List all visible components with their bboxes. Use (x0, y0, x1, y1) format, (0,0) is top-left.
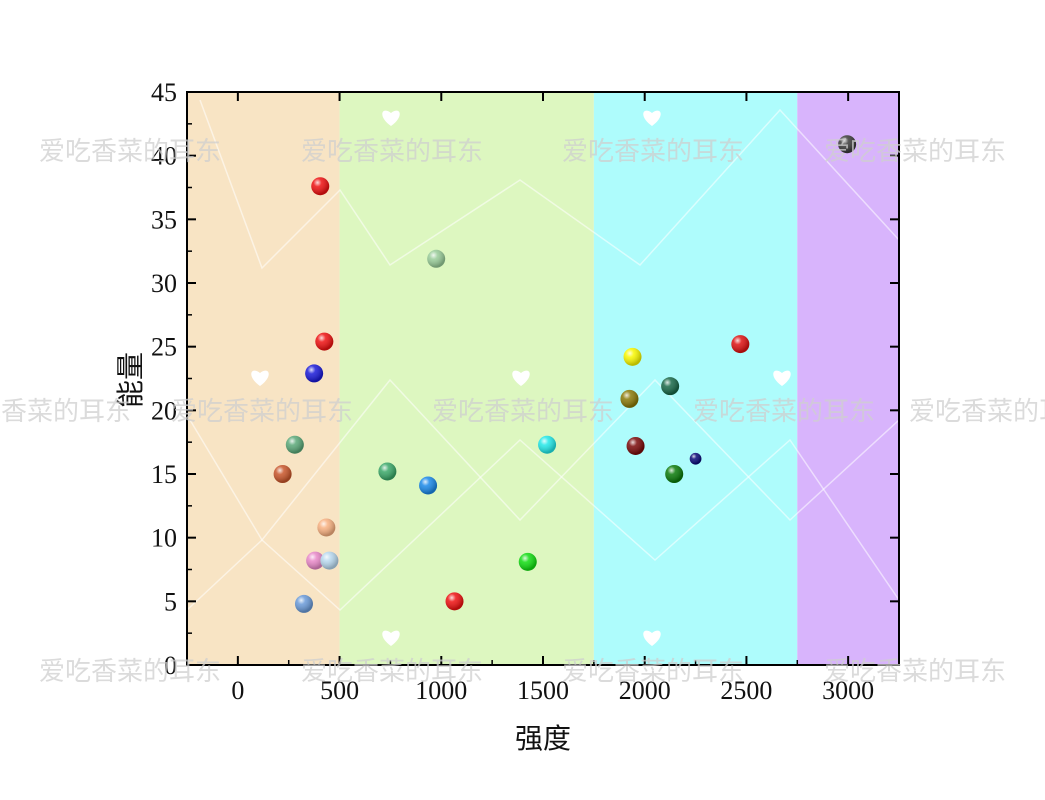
data-point-shine (419, 476, 438, 495)
x-tick-label: 500 (320, 676, 359, 705)
watermark-text: 爱吃香菜的耳东 (693, 397, 875, 427)
heart-icon (643, 630, 661, 646)
data-point-shine (273, 465, 292, 483)
decor-line-2 (186, 438, 900, 612)
x-tick-label: 2500 (720, 676, 772, 705)
watermark-text: 爱吃香菜的耳东 (301, 657, 483, 687)
x-tick-label: 1500 (517, 676, 569, 705)
y-tick-label: 35 (151, 205, 177, 234)
data-point (285, 435, 304, 454)
watermark-text: 爱吃香菜的耳东 (301, 137, 483, 167)
data-point (620, 389, 639, 408)
data-point-shine (838, 135, 857, 154)
data-point (315, 332, 334, 351)
y-tick-label: 25 (151, 333, 177, 362)
data-point (626, 436, 645, 455)
band-3 (797, 92, 899, 665)
data-point (518, 552, 537, 571)
heart-icon (512, 370, 530, 386)
data-point (445, 592, 464, 611)
watermark-text: 爱吃香菜的耳东 (39, 657, 221, 687)
watermark-text: 爱吃香菜的耳东 (824, 137, 1006, 167)
data-point (689, 452, 702, 465)
y-tick-label: 10 (151, 524, 177, 553)
data-point-shine (315, 332, 334, 351)
watermark-text: 爱吃香菜的耳东 (562, 657, 744, 687)
data-point-shine (285, 435, 304, 454)
decorations (186, 99, 900, 646)
x-axis-title: 强度 (515, 722, 571, 755)
y-tick-label: 45 (151, 78, 177, 107)
data-point-shine (661, 377, 680, 396)
data-point-shine (731, 335, 750, 354)
data-point-shine (311, 177, 330, 196)
data-point-shine (317, 518, 336, 537)
data-point (419, 476, 438, 495)
data-point-shine (294, 594, 313, 613)
heart-icon (382, 630, 400, 646)
data-point-shine (689, 452, 702, 465)
data-point-shine (305, 364, 324, 383)
y-tick-label: 15 (151, 460, 177, 489)
watermark-text: 爱吃香菜的耳东 (824, 657, 1006, 687)
y-tick-label: 0 (164, 651, 177, 680)
data-point-shine (665, 465, 684, 483)
data-point (305, 364, 324, 383)
data-point (273, 465, 292, 483)
data-point (623, 347, 642, 366)
data-points (273, 135, 857, 613)
data-point-shine (626, 436, 645, 455)
x-tick-label: 2000 (619, 676, 671, 705)
data-point (294, 594, 313, 613)
background-bands (187, 92, 899, 665)
band-1 (339, 92, 594, 665)
y-tick-label: 40 (151, 142, 177, 171)
watermark-text: 爱吃香菜的耳东 (432, 397, 614, 427)
heart-icon (773, 370, 791, 386)
data-point-shine (427, 249, 446, 268)
data-point-shine (320, 551, 339, 570)
data-point-shine (445, 592, 464, 611)
data-point (665, 465, 684, 483)
axes: 0 500 1000 1500 2000 2500 3000 0 5 10 15 20 25 30 35 40… (151, 78, 900, 705)
heart-icon (643, 110, 661, 126)
watermark-text: 爱吃香菜的耳东 (39, 137, 221, 167)
data-point-shine (620, 389, 639, 408)
watermark-text: 爱吃香菜的耳东 (171, 397, 353, 427)
data-point (306, 551, 325, 570)
data-point (311, 177, 330, 196)
y-tick-label: 20 (151, 396, 177, 425)
x-tick-label: 3000 (822, 676, 874, 705)
data-point (731, 335, 750, 354)
data-point (661, 377, 680, 396)
y-tick-label: 5 (164, 587, 177, 616)
data-point-shine (623, 347, 642, 366)
data-point-shine (378, 462, 397, 481)
heart-icon (382, 110, 400, 126)
heart-icon (251, 370, 269, 386)
data-point (320, 551, 339, 570)
data-point-shine (538, 435, 557, 454)
data-point-shine (518, 552, 537, 571)
watermark-text: 爱吃香菜的耳东 (909, 397, 1045, 427)
data-point-shine (306, 551, 325, 570)
data-point (838, 135, 857, 154)
y-tick-label: 30 (151, 269, 177, 298)
band-2 (593, 92, 798, 665)
x-tick-label: 0 (231, 676, 244, 705)
watermark-text: 爱吃香菜的耳东 (562, 137, 744, 167)
y-axis-title: 能量 (114, 352, 147, 408)
data-point (317, 518, 336, 537)
decor-line-0 (199, 99, 900, 270)
watermark-text: 爱吃香菜的耳东 (0, 397, 131, 427)
x-tick-label: 1000 (415, 676, 467, 705)
watermarks: 爱吃香菜的耳东爱吃香菜的耳东爱吃香菜的耳东爱吃香菜的耳东爱吃香菜的耳东爱吃香菜的… (0, 137, 1045, 687)
data-point (538, 435, 557, 454)
data-point (427, 249, 446, 268)
data-point (378, 462, 397, 481)
